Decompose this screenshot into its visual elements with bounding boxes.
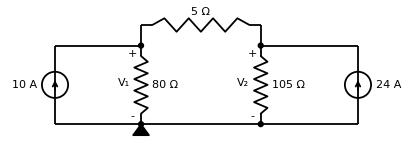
Text: +: + xyxy=(128,49,138,59)
Text: V₁: V₁ xyxy=(118,78,130,88)
Text: 24 A: 24 A xyxy=(375,80,401,90)
Text: V₂: V₂ xyxy=(237,78,249,88)
Text: 105 Ω: 105 Ω xyxy=(272,80,305,90)
Text: 10 A: 10 A xyxy=(12,80,38,90)
Text: +: + xyxy=(248,49,257,59)
Circle shape xyxy=(139,122,143,127)
Circle shape xyxy=(258,122,263,127)
Circle shape xyxy=(258,43,263,48)
Text: 5 Ω: 5 Ω xyxy=(191,7,210,17)
Text: -: - xyxy=(131,111,135,121)
Text: 80 Ω: 80 Ω xyxy=(152,80,178,90)
Text: -: - xyxy=(251,111,254,121)
Circle shape xyxy=(139,43,143,48)
Polygon shape xyxy=(133,124,149,135)
